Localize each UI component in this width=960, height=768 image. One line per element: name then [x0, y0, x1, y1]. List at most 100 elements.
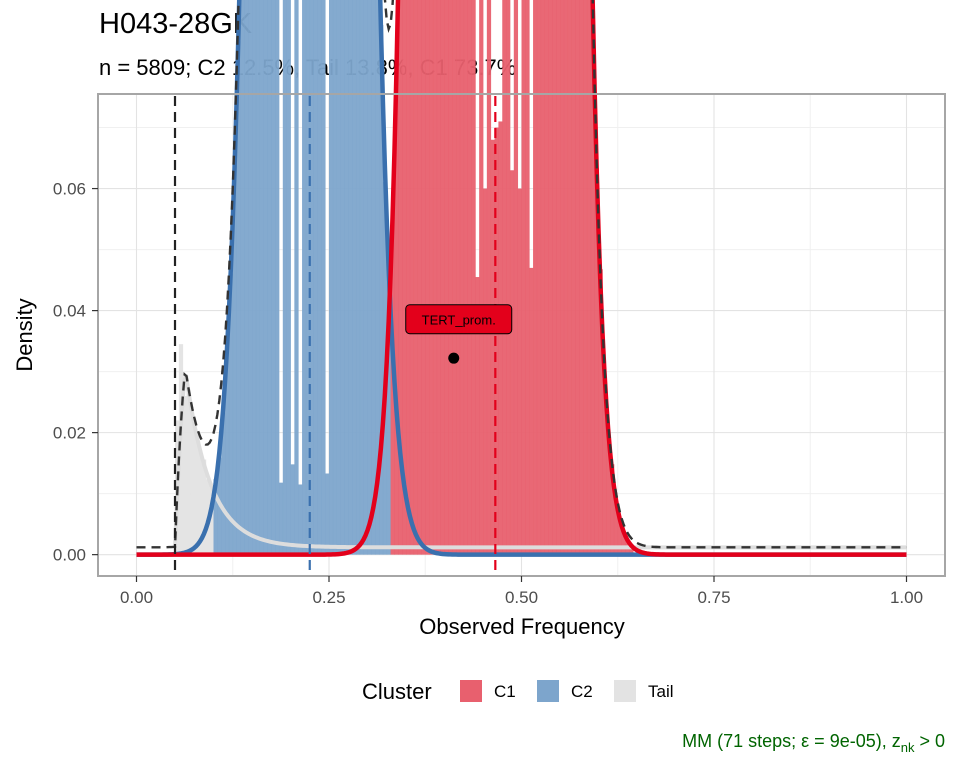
histogram-bar-c1: [436, 0, 442, 555]
histogram-bar-c1: [556, 0, 561, 555]
histogram-bar-c1: [521, 0, 526, 555]
caption-suffix: > 0: [914, 731, 945, 751]
histogram-bar-c2: [294, 0, 299, 555]
histogram-bar-c2: [290, 464, 295, 555]
histogram-bar-c1: [448, 0, 453, 555]
histogram-bar-c1: [598, 269, 603, 555]
histogram-bar-tail: [186, 389, 191, 555]
histogram-bar-c1: [459, 0, 465, 555]
histogram-bar-c2: [252, 0, 257, 555]
histogram-bar-c1: [452, 0, 457, 555]
histogram-bar-c1: [590, 11, 596, 555]
histogram-bar-tail: [182, 396, 187, 555]
histogram-bar-c2: [298, 484, 303, 555]
legend-label-tail: Tail: [648, 682, 674, 701]
histogram-bar-c1: [594, 168, 599, 555]
histogram-bar-c2: [321, 0, 326, 555]
histogram-bar-c1: [613, 502, 619, 555]
histogram-bar-c2: [325, 473, 330, 555]
histogram-bar-c1: [471, 0, 476, 555]
histogram-bar-c1: [425, 0, 430, 555]
y-axis-label: Density: [12, 298, 37, 371]
mixture-density-curve: [136, 0, 907, 549]
histogram-bar-c2: [371, 0, 376, 555]
histogram-bar-c1: [583, 0, 588, 555]
histogram-bar-c1: [406, 0, 411, 555]
legend-label-c1: C1: [494, 682, 516, 701]
legend-title: Cluster: [362, 679, 432, 704]
histogram-bar-c1: [467, 0, 472, 555]
histogram-bar-c1: [498, 121, 503, 555]
histogram-bar-c1: [552, 0, 557, 555]
histogram-bar-c2: [275, 0, 280, 555]
histogram-bar-c2: [244, 0, 249, 555]
y-tick-label: 0.00: [53, 546, 86, 565]
histogram-bar-c2: [225, 339, 230, 555]
histogram-bar-c2: [332, 0, 338, 555]
x-tick-label: 1.00: [890, 588, 923, 607]
histogram-bar-c2: [248, 0, 253, 555]
histogram-bar-c1: [563, 0, 569, 555]
x-tick-label: 0.25: [312, 588, 345, 607]
histogram-bar-c2: [255, 0, 261, 555]
histogram-bar-c2: [375, 0, 380, 555]
histogram-bar-c2: [336, 0, 341, 555]
histogram-bar-c1: [409, 0, 415, 555]
histogram-bar-tail: [194, 433, 199, 555]
annotation-label-box: [405, 304, 513, 335]
histogram-bar-tail: [209, 488, 214, 555]
histogram-bar-c1: [621, 530, 626, 555]
histogram-bar-c1: [506, 0, 511, 555]
histogram-bar-c1: [456, 0, 461, 555]
histogram-bar-c2: [263, 0, 268, 555]
histogram-bar-c2: [213, 479, 218, 555]
legend-swatch-c2: [537, 680, 559, 702]
x-tick-label: 0.00: [120, 588, 153, 607]
histogram-bar-c2: [386, 263, 391, 555]
histogram-bar-c1: [579, 0, 584, 555]
histogram-bar-c1: [417, 0, 422, 555]
density-curve-tail: [173, 374, 907, 550]
histogram-bar-c1: [517, 188, 522, 555]
histogram-bar-c2: [352, 0, 357, 555]
histogram-bar-c1: [567, 0, 572, 555]
histogram-bar-c1: [440, 0, 445, 555]
histogram-bar-c1: [509, 170, 515, 555]
legend-label-c2: C2: [571, 682, 593, 701]
histogram-bar-c1: [421, 0, 426, 555]
histogram-bar-c2: [286, 0, 291, 555]
histogram-bar-c1: [560, 0, 565, 555]
histogram-bar-c1: [398, 0, 403, 555]
plot-area: TERT_prom. 0.00 0.25 0.50 0.75 1.00 0.00 0.02 0.…: [53, 0, 946, 607]
histogram-bar-c1: [571, 0, 576, 555]
histogram-bar-c2: [221, 412, 226, 555]
histogram-bar-c1: [602, 379, 607, 555]
histogram-bar-tail: [190, 416, 195, 555]
histogram-bar-c1: [525, 0, 530, 555]
histogram-bar-c1: [575, 0, 580, 555]
histogram-bar-c2: [379, 24, 384, 555]
histogram-bar-c1: [394, 64, 399, 555]
histogram-bar-c1: [483, 188, 488, 555]
histogram-bar-c2: [363, 0, 368, 555]
caption-subscript: nk: [901, 740, 915, 755]
histogram-bar-c2: [359, 0, 365, 555]
density-curve-c1: [136, 0, 907, 557]
legend-swatch-tail: [614, 680, 636, 702]
x-axis-label: Observed Frequency: [419, 614, 624, 639]
histogram-bar-c2: [278, 482, 284, 555]
histogram-bar-c2: [305, 0, 311, 555]
histogram-bar-c2: [329, 0, 334, 555]
legend: Cluster C1 C2 Tail: [362, 679, 674, 704]
histogram-bar-c2: [367, 0, 372, 555]
y-tick-label: 0.02: [53, 424, 86, 443]
histogram-bar-c1: [502, 0, 507, 555]
histogram-bar-c1: [494, 127, 499, 555]
histogram-bar-c2: [259, 0, 264, 555]
histogram-bar-c1: [617, 519, 622, 555]
y-tick-label: 0.06: [53, 180, 86, 199]
histogram-bar-tail: [198, 450, 203, 555]
histogram-bar-c2: [355, 0, 361, 555]
histogram-bar-c2: [348, 0, 353, 555]
histogram-bar-c2: [228, 273, 234, 555]
